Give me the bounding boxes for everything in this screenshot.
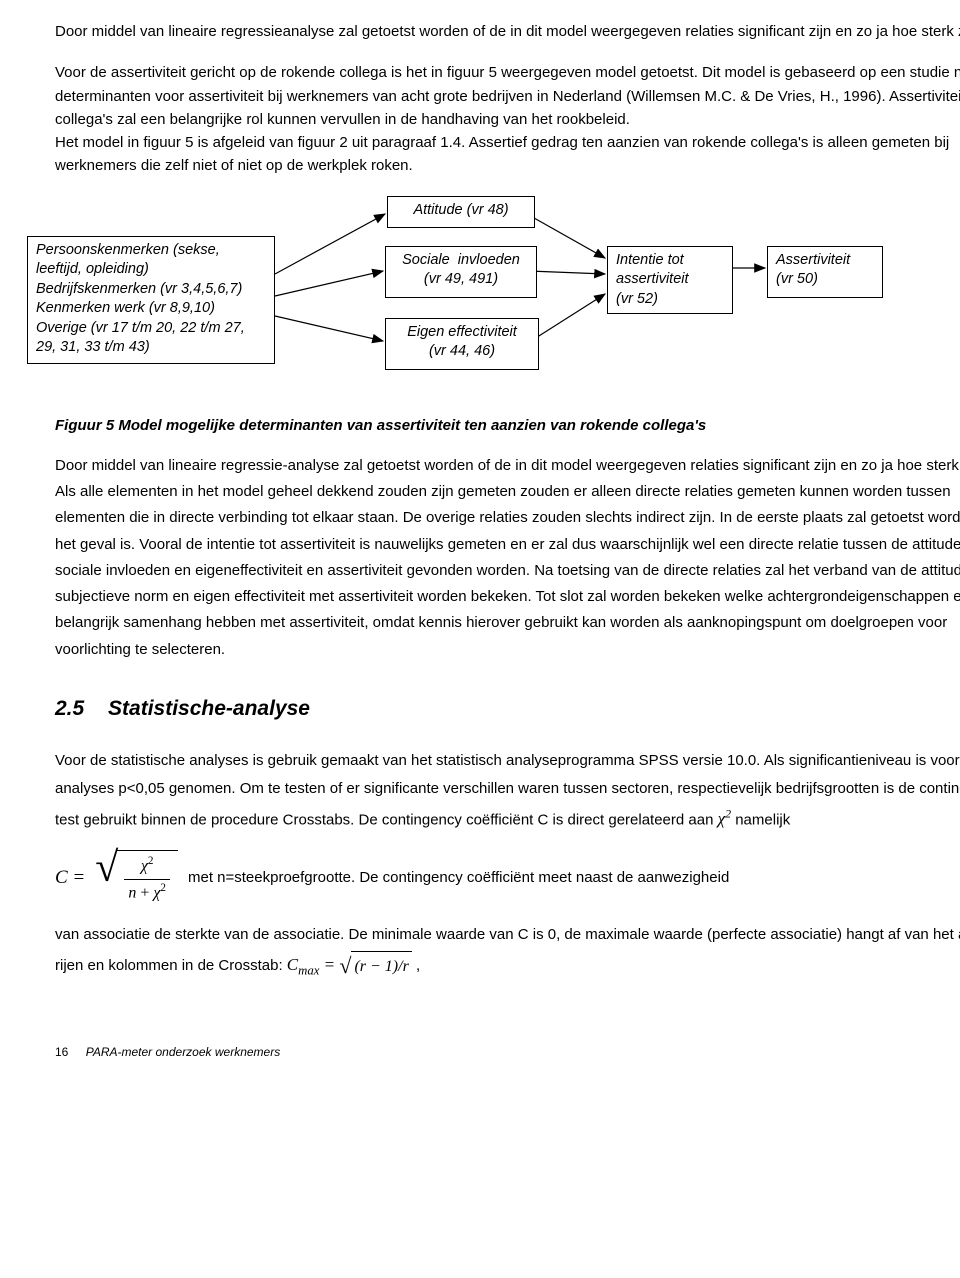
radical-small-icon: √ [339, 955, 351, 977]
section-number: 2.5 [55, 697, 84, 720]
cmax-eq: = [324, 955, 340, 974]
cmax-sub: max [298, 963, 319, 977]
s25-p2tail: , [416, 957, 420, 974]
equation-c: C = √ χ2 n + χ2 met n=steekproefgrootte.… [55, 850, 960, 906]
footer-title: PARA-meter onderzoek werknemers [86, 1045, 281, 1059]
node-intentie-l1: Intentie tot [616, 252, 684, 268]
paragraph-1: Door middel van lineaire regressieanalys… [55, 20, 960, 43]
cmax-c: C [287, 955, 298, 974]
node-attitude: Attitude (vr 48) [387, 196, 535, 228]
node-left-l1: Persoonskenmerken (sekse, [36, 242, 220, 258]
eq-frac: χ2 n + χ2 [116, 850, 178, 906]
paragraph-2a: Voor de assertiviteit gericht op de roke… [55, 64, 960, 128]
node-intentie-l2: assertiviteit [616, 271, 689, 287]
node-assertiviteit: Assertiviteit (vr 50) [767, 246, 883, 298]
section-2-5-p2: van associatie de sterkte van de associa… [55, 921, 960, 983]
after-figure-paragraph: Door middel van lineaire regressie-analy… [55, 453, 960, 663]
cmax-sqrt: √ (r − 1)/r [339, 951, 411, 982]
s25-p1b: namelijk [735, 811, 790, 828]
node-ass-l2: (vr 50) [776, 271, 818, 287]
node-left-l5: Overige (vr 17 t/m 20, 22 t/m 27, [36, 320, 245, 336]
node-sociale: Sociale invloeden (vr 49, 491) [385, 246, 537, 298]
cmax-radicand: (r − 1)/r [351, 951, 411, 982]
node-eigen-l1: Eigen effectiviteit [407, 324, 517, 340]
node-sociale-l2: (vr 49, 491) [424, 271, 498, 287]
section-2-5-heading: 2.5 Statistische-analyse [55, 693, 960, 726]
node-left-l2: leeftijd, opleiding) [36, 261, 149, 277]
node-eigen: Eigen effectiviteit (vr 44, 46) [385, 318, 539, 370]
section-2-5-p1: Voor de statistische analyses is gebruik… [55, 747, 960, 835]
node-left-l6: 29, 31, 33 t/m 43) [36, 339, 150, 355]
s25-p2a: van associatie de sterkte van de associa… [55, 926, 960, 974]
page-number: 16 [55, 1045, 68, 1059]
eq-tail: met n=steekproefgrootte. De contingency … [188, 866, 729, 889]
page-footer: 16 PARA-meter onderzoek werknemers [55, 1043, 960, 1062]
section-title: Statistische-analyse [108, 697, 310, 720]
s25-p1a: Voor de statistische analyses is gebruik… [55, 752, 960, 828]
chi-squared: χ2 [718, 809, 731, 828]
eq-sqrt: √ χ2 n + χ2 [95, 850, 178, 906]
cmax: Cmax = [287, 955, 340, 974]
paragraph-2: Voor de assertiviteit gericht op de roke… [55, 61, 960, 177]
node-ass-l1: Assertiviteit [776, 252, 850, 268]
node-sociale-l1: Sociale invloeden [402, 252, 520, 268]
paragraph-3: Het model in figuur 5 is afgeleid van fi… [55, 134, 949, 174]
figure-5-caption: Figuur 5 Model mogelijke determinanten v… [55, 414, 960, 437]
node-left-l3: Bedrijfskenmerken (vr 3,4,5,6,7) [36, 281, 242, 297]
radical-icon: √ [95, 850, 118, 906]
node-left: Persoonskenmerken (sekse, leeftijd, ople… [27, 236, 275, 364]
eq-lhs: C = [55, 863, 85, 892]
figure-5-diagram: Persoonskenmerken (sekse, leeftijd, ople… [27, 196, 877, 396]
node-intentie-l3: (vr 52) [616, 291, 658, 307]
node-left-l4: Kenmerken werk (vr 8,9,10) [36, 300, 215, 316]
node-eigen-l2: (vr 44, 46) [429, 343, 495, 359]
node-intentie: Intentie tot assertiviteit (vr 52) [607, 246, 733, 314]
